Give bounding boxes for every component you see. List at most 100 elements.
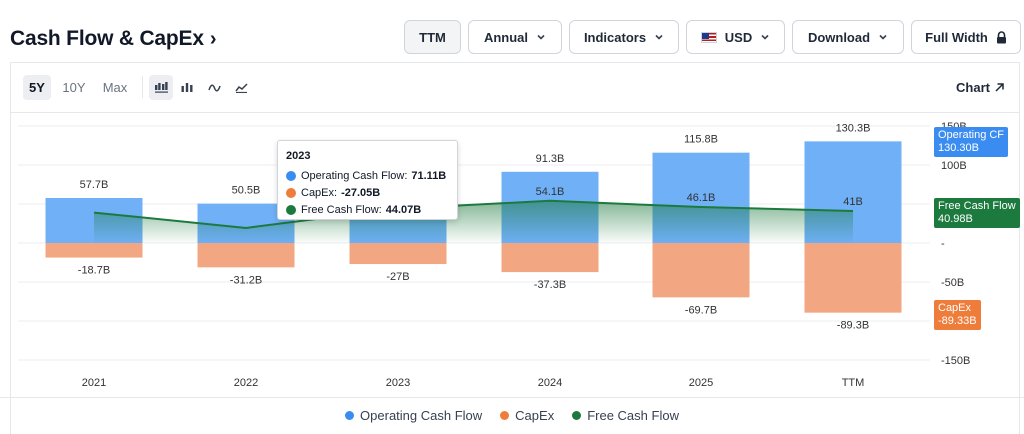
legend-item-ocf[interactable]: Operating Cash Flow [345, 408, 482, 423]
ocf-dot-icon [286, 170, 296, 181]
fcf-data-label: 41B [843, 196, 863, 208]
currency-dropdown[interactable]: USD [686, 20, 785, 54]
x-tick-label: 2023 [386, 377, 410, 389]
range-10y-label: 10Y [62, 80, 86, 95]
bar-chart-icon[interactable] [175, 75, 199, 100]
tooltip-title: 2023 [286, 150, 311, 162]
ocf-data-label: 115.8B [684, 134, 718, 146]
chart-legend: Operating Cash Flow CapEx Free Cash Flow [0, 397, 1024, 434]
x-tick-label: TTM [842, 377, 865, 389]
legend-item-fcf[interactable]: Free Cash Flow [572, 408, 679, 423]
legend-fcf-dot-icon [572, 411, 582, 420]
full-width-label: Full Width [925, 29, 988, 45]
x-tick-label: 2022 [234, 377, 258, 389]
ocf-data-label: 130.3B [836, 122, 871, 134]
range-max-label: Max [102, 80, 128, 95]
chevron-down-icon [655, 34, 663, 40]
ocf-tag-value: 130.30B [938, 142, 979, 154]
tooltip-row-ocf: Operating Cash Flow: 71.11B [286, 167, 449, 184]
capex-data-label: -18.7B [78, 265, 110, 277]
fcf-area [94, 200, 853, 243]
chart-toolbar: 5Y 10Y Max Chart [11, 63, 1019, 113]
y-tick-label: -50B [941, 277, 964, 289]
legend-capex-label: CapEx [515, 408, 555, 423]
chart-link[interactable]: Chart [956, 80, 1005, 95]
header: Cash Flow & CapEx › TTM Annual Indicator… [0, 0, 1024, 62]
chart-plot: 150B100B--50B-150B57.7B-18.7B50.5B-31.2B… [18, 121, 970, 389]
tooltip-ocf-label: Operating Cash Flow: [301, 169, 408, 182]
x-tick-label: 2021 [82, 377, 106, 389]
indicators-dropdown[interactable]: Indicators [569, 20, 679, 54]
chevron-right-icon: › [209, 27, 217, 50]
capex-data-label: -27B [386, 271, 409, 283]
chart-card: 5Y 10Y Max Chart [10, 62, 1020, 434]
us-flag-icon [700, 31, 717, 43]
ocf-value-tag: Operating CF 130.30B [934, 127, 1009, 157]
indicators-label: Indicators [583, 29, 647, 45]
capex-data-label: -89.3B [837, 320, 869, 332]
x-tick-label: 2024 [538, 377, 562, 389]
ttm-label: TTM [419, 29, 446, 45]
chart-tooltip: 2023 Operating Cash Flow: 71.11B CapEx: … [277, 140, 458, 220]
legend-capex-dot-icon [500, 411, 510, 420]
capex-data-label: -69.7B [685, 304, 717, 316]
fcf-tag-name: Free Cash Flow [938, 200, 1016, 212]
tooltip-fcf-label: Free Cash Flow: [301, 203, 382, 216]
range-10y-button[interactable]: 10Y [59, 75, 89, 100]
capex-dot-icon [286, 187, 296, 198]
legend-fcf-label: Free Cash Flow [587, 408, 679, 423]
fcf-data-label: 54.1B [536, 186, 565, 198]
range-max-button[interactable]: Max [98, 75, 132, 100]
line-chart-icon[interactable] [202, 75, 226, 100]
capex-data-label: -37.3B [534, 279, 566, 291]
capex-bar [501, 243, 599, 273]
capex-data-label: -31.2B [230, 274, 262, 286]
capex-tag-value: -89.33B [938, 315, 977, 327]
ocf-data-label: 57.7B [80, 179, 109, 191]
y-tick-label: 100B [941, 160, 967, 172]
fcf-dot-icon [286, 204, 296, 215]
period-dropdown[interactable]: Annual [468, 20, 562, 54]
ocf-data-label: 50.5B [232, 185, 261, 197]
fcf-value-tag: Free Cash Flow 40.98B [934, 198, 1020, 228]
arrow-up-right-icon [995, 83, 1004, 92]
capex-tag-name: CapEx [938, 302, 972, 314]
currency-label: USD [724, 29, 753, 45]
chevron-down-icon [879, 34, 887, 40]
range-5y-label: 5Y [29, 80, 45, 95]
ocf-data-label: 91.3B [536, 153, 565, 165]
ttm-button[interactable]: TTM [404, 20, 461, 54]
fcf-tag-value: 40.98B [938, 213, 973, 225]
period-label: Annual [483, 29, 529, 45]
x-tick-label: 2025 [689, 377, 713, 389]
y-tick-label: -150B [941, 355, 970, 367]
page-title-text: Cash Flow & CapEx [10, 27, 204, 50]
download-dropdown[interactable]: Download [792, 20, 904, 54]
fcf-data-label: 46.1B [687, 192, 716, 204]
capex-bar [197, 243, 295, 268]
tooltip-capex-value: -27.05B [341, 186, 381, 199]
capex-bar [804, 243, 902, 313]
capex-bar [652, 243, 750, 298]
legend-ocf-label: Operating Cash Flow [360, 408, 483, 423]
range-5y-button[interactable]: 5Y [23, 75, 51, 100]
capex-value-tag: CapEx -89.33B [934, 300, 981, 330]
ocf-tag-name: Operating CF [938, 129, 1005, 141]
tooltip-capex-label: CapEx: [301, 186, 338, 199]
legend-ocf-dot-icon [345, 411, 355, 420]
capex-bar [349, 243, 447, 265]
area-chart-icon[interactable] [229, 75, 253, 100]
tooltip-row-fcf: Free Cash Flow: 44.07B [286, 201, 449, 218]
grouped-bar-icon[interactable] [149, 75, 173, 100]
fcf-line [93, 199, 854, 229]
capex-bar [45, 243, 143, 258]
chevron-down-icon [761, 34, 769, 40]
full-width-button[interactable]: Full Width [911, 20, 1021, 54]
y-tick-label: - [941, 238, 945, 250]
legend-item-capex[interactable]: CapEx [500, 408, 554, 423]
tooltip-fcf-value: 44.07B [385, 203, 422, 216]
lock-icon [996, 30, 1006, 43]
chevron-down-icon [537, 34, 545, 40]
page-title[interactable]: Cash Flow & CapEx › [10, 27, 216, 51]
toolbar-divider [142, 76, 143, 98]
